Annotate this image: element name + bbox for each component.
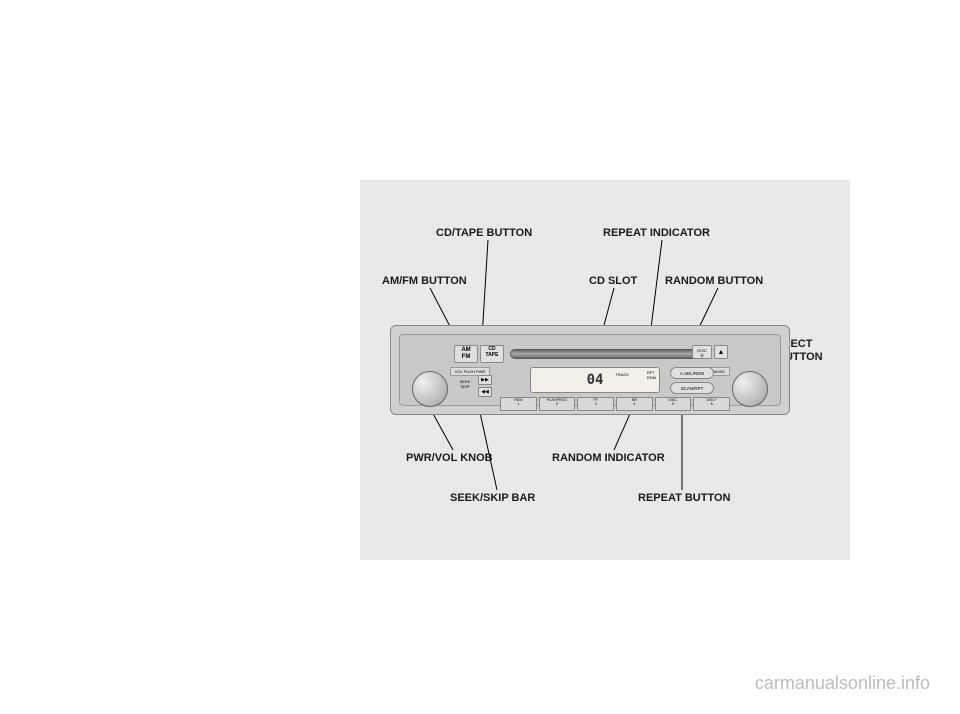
diagram-container: CD/TAPE BUTTON REPEAT INDICATOR AM/FM BU…	[360, 180, 850, 560]
label-am-fm-button: AM/FM BUTTON	[382, 275, 467, 287]
scan-rpt-button[interactable]: SCAN/RPT	[670, 382, 714, 394]
rdm-indicator: RDM	[647, 376, 656, 381]
seek-skip-label: SEEK SKIP	[456, 379, 474, 389]
preset-3-button[interactable]: FF 3	[577, 397, 614, 411]
cd-tape-button[interactable]: CD TAPE	[480, 345, 504, 363]
label-random-button: RANDOM BUTTON	[665, 275, 763, 287]
display-track-number: 04	[587, 372, 604, 388]
preset-buttons-row: REW 1 PLAY/PROG 2 FF 3 NR 4 DISC- 5 DISC…	[500, 397, 730, 411]
asel-rdm-button[interactable]: A.SEL/RDM	[670, 367, 714, 379]
preset-4-button[interactable]: NR 4	[616, 397, 653, 411]
seek-skip-bar: ▶▶ ◀◀	[478, 375, 492, 397]
watermark: carmanualsonline.info	[755, 673, 930, 694]
preset-2-button[interactable]: PLAY/PROG 2	[539, 397, 576, 411]
label-cd-slot: CD SLOT	[589, 275, 637, 287]
stereo-faceplate: AM FM CD TAPE DISC Ⓜ ▲ VOL PUSH PWR TUNE…	[399, 334, 781, 406]
display-indicators: RPT RDM	[647, 371, 656, 381]
preset-6-button[interactable]: DISC+ 6	[693, 397, 730, 411]
eject-button[interactable]: ▲	[714, 345, 728, 359]
label-random-indicator: RANDOM INDICATOR	[552, 452, 665, 464]
preset-1-button[interactable]: REW 1	[500, 397, 537, 411]
tune-mode-knob[interactable]	[732, 371, 768, 407]
am-fm-button[interactable]: AM FM	[454, 345, 478, 363]
label-pwr-vol-knob: PWR/VOL KNOB	[406, 452, 493, 464]
preset-5-button[interactable]: DISC- 5	[655, 397, 692, 411]
lcd-display: TRACK 04 RPT RDM	[530, 367, 660, 393]
display-track-label: TRACK	[615, 372, 629, 377]
seek-up-button[interactable]: ▶▶	[478, 375, 492, 385]
label-cd-tape-button: CD/TAPE BUTTON	[436, 227, 532, 239]
car-stereo-unit: AM FM CD TAPE DISC Ⓜ ▲ VOL PUSH PWR TUNE…	[390, 325, 790, 415]
label-repeat-indicator: REPEAT INDICATOR	[603, 227, 710, 239]
disc-label: DISC Ⓜ	[692, 345, 712, 359]
pwr-vol-knob[interactable]	[412, 371, 448, 407]
cd-slot[interactable]	[510, 349, 700, 359]
label-seek-skip-bar: SEEK/SKIP BAR	[450, 492, 535, 504]
label-repeat-button: REPEAT BUTTON	[638, 492, 731, 504]
seek-down-button[interactable]: ◀◀	[478, 387, 492, 397]
